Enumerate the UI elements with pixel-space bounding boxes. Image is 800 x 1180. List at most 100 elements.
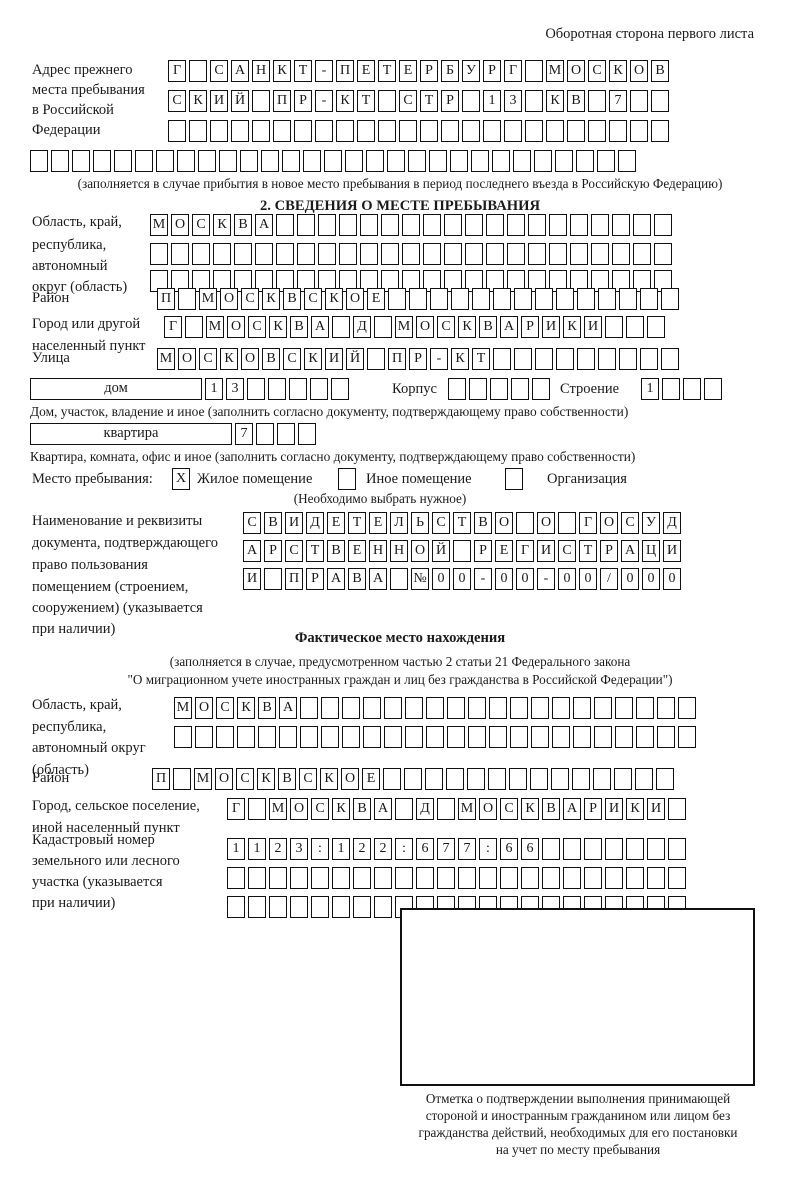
form-cell[interactable]: К: [546, 90, 564, 112]
form-cell[interactable]: [471, 150, 489, 172]
form-cell[interactable]: [276, 214, 294, 236]
form-cell[interactable]: [636, 726, 654, 748]
form-cell[interactable]: [444, 243, 462, 265]
form-cell[interactable]: [654, 243, 672, 265]
form-cell[interactable]: [493, 348, 511, 370]
form-cell[interactable]: [588, 90, 606, 112]
form-cell[interactable]: К: [332, 798, 350, 820]
form-cell[interactable]: [332, 867, 350, 889]
form-cell[interactable]: [633, 214, 651, 236]
form-cell[interactable]: 6: [500, 838, 518, 860]
form-cell[interactable]: [311, 867, 329, 889]
form-cell[interactable]: Д: [663, 512, 681, 534]
form-cell[interactable]: О: [416, 316, 434, 338]
form-cell[interactable]: Д: [416, 798, 434, 820]
form-cell[interactable]: [507, 214, 525, 236]
form-cell[interactable]: А: [563, 798, 581, 820]
form-cell[interactable]: [618, 150, 636, 172]
form-cell[interactable]: О: [537, 512, 555, 534]
form-cell[interactable]: [651, 120, 669, 142]
form-cell[interactable]: [489, 697, 507, 719]
form-cell[interactable]: [408, 150, 426, 172]
form-cell[interactable]: [227, 896, 245, 918]
form-cell[interactable]: В: [290, 316, 308, 338]
form-cell[interactable]: М: [458, 798, 476, 820]
form-cell[interactable]: [510, 697, 528, 719]
form-cell[interactable]: [521, 867, 539, 889]
form-cell[interactable]: С: [168, 90, 186, 112]
form-cell[interactable]: [563, 838, 581, 860]
form-cell[interactable]: [525, 90, 543, 112]
form-cell[interactable]: С: [241, 288, 259, 310]
form-cell[interactable]: [467, 768, 485, 790]
form-cell[interactable]: [339, 243, 357, 265]
form-cell[interactable]: С: [210, 60, 228, 82]
form-cell[interactable]: [549, 243, 567, 265]
form-cell[interactable]: [360, 243, 378, 265]
form-cell[interactable]: [345, 150, 363, 172]
form-cell[interactable]: [315, 120, 333, 142]
form-cell[interactable]: [282, 150, 300, 172]
form-cell[interactable]: [453, 540, 471, 562]
form-cell[interactable]: С: [299, 768, 317, 790]
form-cell[interactable]: [556, 288, 574, 310]
form-cell[interactable]: Г: [516, 540, 534, 562]
form-cell[interactable]: [591, 243, 609, 265]
form-cell[interactable]: 2: [353, 838, 371, 860]
form-cell[interactable]: [269, 896, 287, 918]
form-cell[interactable]: 0: [621, 568, 639, 590]
form-cell[interactable]: [360, 214, 378, 236]
form-cell[interactable]: [612, 214, 630, 236]
form-cell[interactable]: 1: [483, 90, 501, 112]
form-cell[interactable]: В: [262, 348, 280, 370]
form-cell[interactable]: Т: [420, 90, 438, 112]
form-cell[interactable]: 1: [332, 838, 350, 860]
form-cell[interactable]: С: [437, 316, 455, 338]
form-cell[interactable]: Т: [357, 90, 375, 112]
form-cell[interactable]: [516, 512, 534, 534]
form-cell[interactable]: [423, 214, 441, 236]
form-cell[interactable]: [210, 120, 228, 142]
form-cell[interactable]: [429, 150, 447, 172]
form-cell[interactable]: [248, 798, 266, 820]
form-cell[interactable]: К: [626, 798, 644, 820]
form-cell[interactable]: С: [243, 512, 261, 534]
form-cell[interactable]: [465, 243, 483, 265]
form-cell[interactable]: [647, 867, 665, 889]
form-cell[interactable]: [255, 243, 273, 265]
form-cell[interactable]: [525, 60, 543, 82]
form-cell[interactable]: [332, 896, 350, 918]
form-cell[interactable]: В: [651, 60, 669, 82]
form-cell[interactable]: [486, 214, 504, 236]
form-cell[interactable]: [704, 378, 722, 400]
form-cell[interactable]: :: [311, 838, 329, 860]
form-cell[interactable]: Е: [495, 540, 513, 562]
form-cell[interactable]: [231, 120, 249, 142]
form-cell[interactable]: 0: [663, 568, 681, 590]
form-cell[interactable]: [378, 90, 396, 112]
form-cell[interactable]: [514, 348, 532, 370]
form-cell[interactable]: [615, 697, 633, 719]
form-cell[interactable]: Т: [306, 540, 324, 562]
form-cell[interactable]: [321, 726, 339, 748]
form-cell[interactable]: [451, 288, 469, 310]
form-cell[interactable]: О: [341, 768, 359, 790]
document-row-3[interactable]: И П Р А В А № 0 0-0 0-0 0/0 0 0: [243, 568, 681, 590]
form-cell[interactable]: 6: [521, 838, 539, 860]
form-cell[interactable]: [290, 896, 308, 918]
form-cell[interactable]: Н: [252, 60, 270, 82]
form-cell[interactable]: [591, 214, 609, 236]
form-cell[interactable]: К: [304, 348, 322, 370]
form-cell[interactable]: [383, 768, 401, 790]
form-cell[interactable]: [290, 867, 308, 889]
form-cell[interactable]: [185, 316, 203, 338]
form-cell[interactable]: [156, 150, 174, 172]
form-cell[interactable]: [530, 768, 548, 790]
